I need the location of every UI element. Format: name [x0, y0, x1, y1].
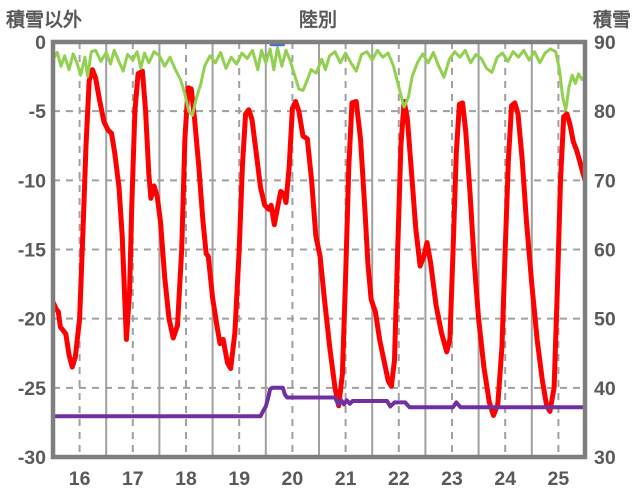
- left-axis-title: 積雪以外: [6, 10, 83, 31]
- x-axis-tick: 16: [69, 468, 91, 490]
- x-axis-tick: 25: [548, 468, 570, 490]
- axis-tick-labels: 0 -5 -10 -15 -20 -25 -30 90 80 70 60 50 40 30 16 17 18 19…: [18, 32, 616, 490]
- right-axis-tick: 30: [594, 447, 616, 469]
- right-axis-tick: 50: [594, 309, 616, 331]
- right-axis-tick: 40: [594, 378, 616, 400]
- right-axis-tick: 60: [594, 240, 616, 262]
- x-axis-tick: 23: [441, 468, 463, 490]
- right-axis-tick: 90: [594, 32, 616, 54]
- x-axis-tick: 18: [175, 468, 197, 490]
- purple-line: [53, 385, 585, 419]
- data-series: [53, 43, 585, 419]
- x-axis-tick: 24: [494, 468, 516, 490]
- x-axis-tick: 20: [282, 468, 304, 490]
- x-axis-tick: 17: [122, 468, 144, 490]
- left-axis-tick: -15: [18, 240, 46, 262]
- x-axis-tick: 19: [228, 468, 250, 490]
- left-axis-tick: -10: [18, 170, 46, 192]
- left-axis-tick: 0: [35, 32, 46, 54]
- left-axis-tick: -25: [18, 378, 46, 400]
- green-line: [53, 46, 585, 117]
- left-axis-tick: -5: [29, 101, 46, 123]
- plot-border: [50, 39, 588, 460]
- right-axis-tick: 70: [594, 170, 616, 192]
- right-axis-tick: 80: [594, 101, 616, 123]
- left-axis-tick: -30: [18, 447, 46, 469]
- right-axis-title: 積雪: [592, 10, 631, 31]
- grid-lines: [53, 42, 585, 457]
- chart-title: 陸別: [298, 10, 337, 31]
- x-axis-tick: 22: [388, 468, 410, 490]
- x-axis-tick: 21: [335, 468, 357, 490]
- left-axis-tick: -20: [18, 309, 46, 331]
